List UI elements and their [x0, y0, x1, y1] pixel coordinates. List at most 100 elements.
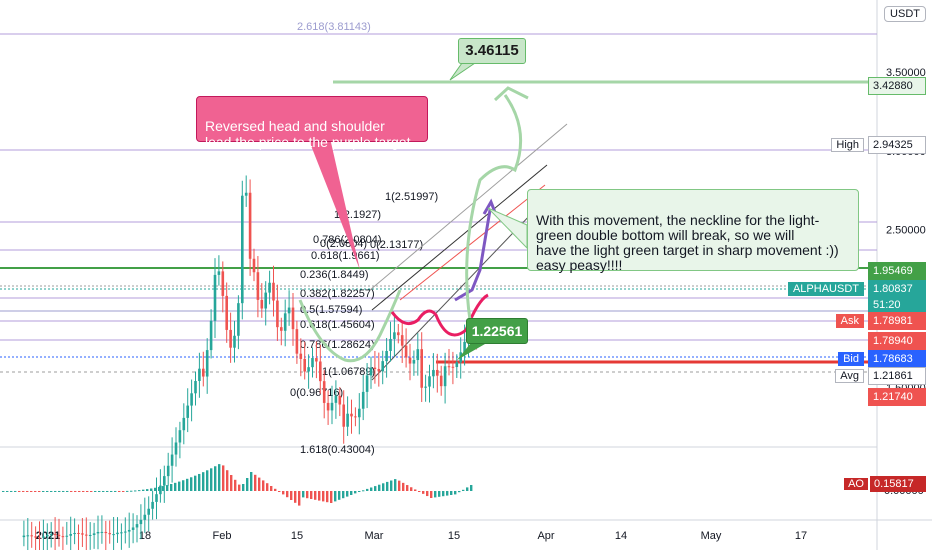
candle-body [369, 367, 373, 376]
candle-body [447, 366, 451, 368]
ao-bar [126, 490, 129, 492]
fib-label: 0(2.0804) [320, 238, 367, 250]
candle-body [124, 531, 127, 533]
candle-body [280, 327, 283, 331]
price-label-name: ALPHAUSDT [787, 282, 864, 296]
ao-bar [350, 491, 353, 495]
ao-bar [378, 484, 381, 491]
movement-note-text: With this movement, the neckline for the… [536, 212, 839, 273]
ao-bar [186, 478, 189, 491]
ao-bar [374, 486, 377, 491]
candle-body [65, 535, 69, 537]
candle-body [170, 454, 174, 466]
price-label-value: 1.21740 [868, 388, 926, 406]
candle-body [381, 361, 384, 372]
candle-body [416, 349, 420, 361]
ao-bar [402, 482, 405, 491]
ao-bar [38, 490, 41, 492]
ao-bar [286, 491, 289, 498]
ao-bar [110, 490, 113, 492]
candle-body [147, 508, 150, 515]
price-label-value: 1.78981 [868, 312, 926, 330]
candle-body [81, 533, 84, 535]
ao-bar [210, 468, 213, 491]
candle-body [77, 532, 80, 534]
ao-bar [10, 490, 13, 492]
price-label-value: 1.95469 [868, 262, 926, 280]
candle-body [463, 341, 466, 353]
candle-body [322, 381, 326, 403]
price-label: 3.42880 [864, 77, 930, 95]
ao-bar [426, 491, 429, 497]
candle-body [244, 192, 248, 196]
ao-bar [466, 487, 469, 491]
candle-body [217, 271, 221, 275]
fib-label: 0.618(1.9661) [311, 250, 380, 262]
price-label: ALPHAUSDT 1.80837 [784, 280, 930, 298]
ao-bar [258, 477, 261, 491]
ao-bar [134, 490, 137, 492]
time-axis-label: 17 [795, 530, 807, 542]
ao-bar [234, 479, 237, 491]
candle-body [354, 416, 357, 418]
pattern-note-callout[interactable]: Reversed head and shoulder lead the pric… [196, 96, 428, 150]
ao-bar [242, 484, 245, 491]
ao-bar [42, 490, 45, 492]
candle-body [237, 303, 240, 336]
candle-body [127, 529, 131, 532]
candle-body [252, 258, 256, 273]
time-axis-label: 15 [291, 530, 303, 542]
ao-bar [98, 490, 101, 492]
candle-body [377, 368, 381, 372]
candle-body [256, 272, 260, 300]
candle-body [400, 335, 404, 346]
price-label-value: 1.21861 [868, 367, 926, 385]
candle-body [213, 274, 217, 321]
candle-body [303, 358, 306, 372]
ao-bar [6, 490, 9, 492]
ao-bar [326, 491, 329, 503]
ao-bar [450, 491, 453, 495]
ao-bar [2, 490, 5, 492]
ao-bar [342, 491, 345, 499]
pattern-note-text: Reversed head and shoulder lead the pric… [205, 118, 411, 150]
candle-body [361, 391, 365, 409]
candle-body [338, 395, 342, 405]
ao-bar [418, 491, 421, 492]
candle-body [319, 361, 322, 382]
entry-price-callout[interactable]: 1.22561 [466, 318, 528, 344]
candle-body [233, 335, 236, 348]
candle-body [404, 345, 408, 358]
ao-bar [198, 473, 201, 491]
ao-bar [102, 490, 105, 492]
price-label-value: 1.78940 [868, 332, 926, 350]
ao-bar [454, 491, 457, 495]
candle-body [178, 430, 182, 443]
ao-bar [34, 490, 37, 492]
candle-body [186, 405, 189, 418]
ao-bar [262, 480, 265, 491]
candle-body [439, 375, 443, 387]
candle-body [397, 332, 400, 336]
price-label: High 2.94325 [827, 136, 930, 154]
candle-body [194, 380, 197, 394]
candle-body [22, 535, 26, 538]
candle-body [455, 362, 459, 368]
candle-body [272, 282, 275, 301]
movement-note-callout[interactable]: With this movement, the neckline for the… [527, 189, 859, 273]
candle-body [190, 393, 193, 406]
candle-body [182, 417, 186, 431]
candle-body [143, 514, 147, 520]
candle-body [412, 360, 416, 364]
ao-bar [338, 491, 341, 500]
price-label: 1.78940 [864, 332, 930, 350]
ao-bar [442, 491, 445, 497]
candle-body [299, 353, 303, 359]
candle-body [38, 537, 41, 539]
ao-bar [310, 491, 313, 499]
target-price-value: 3.46115 [465, 42, 519, 59]
target-price-callout[interactable]: 3.46115 [458, 38, 526, 64]
currency-badge[interactable]: USDT [884, 6, 926, 22]
